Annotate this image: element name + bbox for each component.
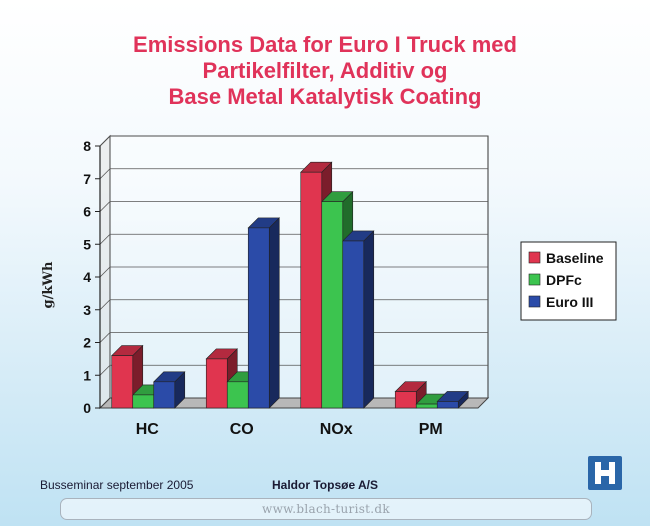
y-tick-label: 4 xyxy=(83,269,91,285)
chart-title-line-3: Base Metal Katalytisk Coating xyxy=(168,84,482,109)
legend: Baseline DPFc Euro III xyxy=(520,241,617,321)
bar-front xyxy=(132,394,155,409)
y-tick-label: 2 xyxy=(83,335,91,351)
y-tick-label: 0 xyxy=(83,400,91,416)
bar-front xyxy=(321,201,344,409)
bars xyxy=(111,161,469,409)
bar-front xyxy=(205,358,228,409)
y-axis: 0 1 2 3 4 5 6 7 8 xyxy=(83,138,101,416)
gridline xyxy=(99,168,488,180)
watermark-url: www.blach-turist.dk xyxy=(60,498,592,520)
haldor-topsoe-logo-icon xyxy=(588,456,622,490)
legend-label: DPFc xyxy=(546,272,582,288)
x-tick-label: HC xyxy=(136,421,160,438)
bar-front xyxy=(436,401,459,409)
bar-euro-iii-hc xyxy=(153,371,186,409)
gridline xyxy=(99,135,488,147)
bar-front xyxy=(247,227,270,409)
gridline xyxy=(99,201,488,212)
chart-title: Emissions Data for Euro I Truck med Part… xyxy=(0,32,650,110)
chart-title-line-2: Partikelfilter, Additiv og xyxy=(202,58,448,83)
y-tick-label: 5 xyxy=(83,236,91,252)
x-tick-label: CO xyxy=(230,421,254,438)
legend-swatch xyxy=(528,251,541,264)
y-tick-label: 6 xyxy=(83,204,91,220)
y-tick-label: 1 xyxy=(83,367,91,383)
x-axis: HC CO NOx PM xyxy=(136,421,443,438)
plot-area xyxy=(98,134,490,410)
bar-side xyxy=(268,217,280,409)
y-tick-label: 7 xyxy=(83,171,91,187)
bar-front xyxy=(394,391,417,409)
bar-front xyxy=(226,381,249,409)
bar-side xyxy=(363,230,375,409)
footer-event: Busseminar september 2005 xyxy=(40,478,194,492)
chart-title-line-1: Emissions Data for Euro I Truck med xyxy=(133,32,517,57)
legend-swatch xyxy=(528,273,541,286)
y-tick-label: 3 xyxy=(83,302,91,318)
legend-label: Euro III xyxy=(546,294,593,310)
bar-front xyxy=(153,381,176,409)
y-axis-label: g/kWh xyxy=(41,261,56,308)
bar-euro-iii-pm xyxy=(436,390,469,409)
bar-euro-iii-nox xyxy=(342,230,375,409)
bar-front xyxy=(415,403,438,409)
legend-label: Baseline xyxy=(546,250,604,266)
bar-front xyxy=(111,355,134,409)
x-tick-label: NOx xyxy=(320,421,353,438)
bar-front xyxy=(342,240,365,409)
y-tick-label: 8 xyxy=(83,138,91,154)
bar-baseline-pm xyxy=(394,380,427,409)
bar-euro-iii-co xyxy=(247,217,280,409)
footer-company: Haldor Topsøe A/S xyxy=(272,478,379,492)
x-tick-label: PM xyxy=(419,421,443,438)
bar-front xyxy=(300,171,323,409)
legend-swatch xyxy=(528,295,541,308)
